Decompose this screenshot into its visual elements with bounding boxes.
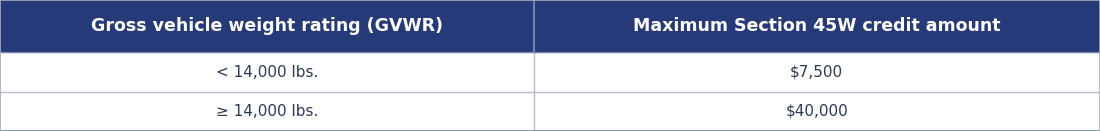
Text: $40,000: $40,000 xyxy=(785,104,848,119)
Text: ≥ 14,000 lbs.: ≥ 14,000 lbs. xyxy=(216,104,318,119)
Text: Maximum Section 45W credit amount: Maximum Section 45W credit amount xyxy=(632,17,1001,35)
Bar xyxy=(0,0,1100,52)
Text: < 14,000 lbs.: < 14,000 lbs. xyxy=(216,65,318,80)
Text: $7,500: $7,500 xyxy=(790,65,844,80)
Bar xyxy=(0,52,1100,92)
Bar xyxy=(0,92,1100,131)
Text: Gross vehicle weight rating (GVWR): Gross vehicle weight rating (GVWR) xyxy=(90,17,442,35)
